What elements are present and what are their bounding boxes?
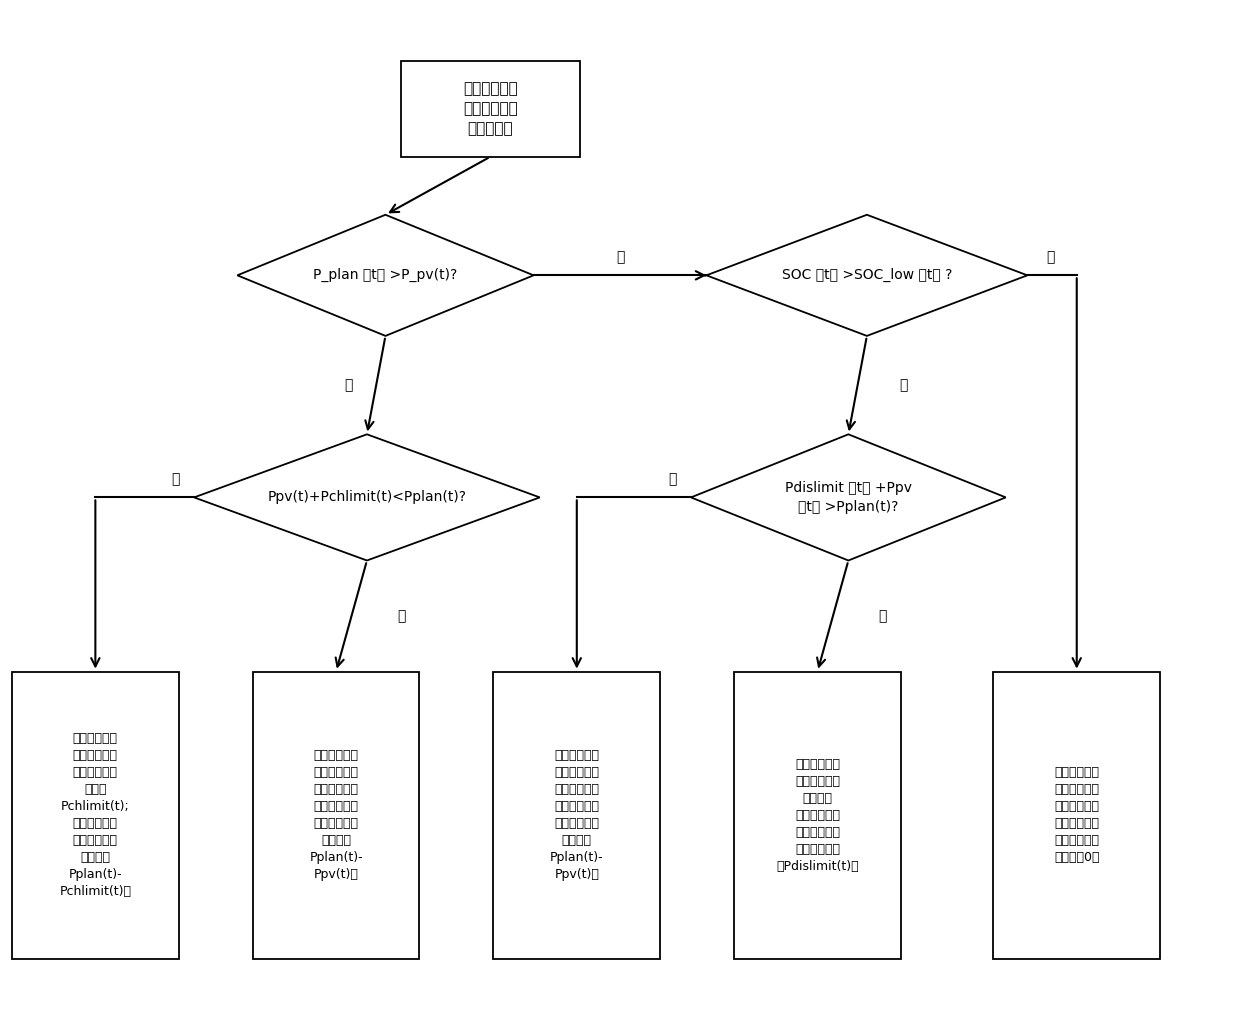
Polygon shape [237,215,533,336]
Bar [253,672,419,959]
Polygon shape [707,215,1028,336]
Text: Pdislimit （t） +Ppv
（t） >Pplan(t)?: Pdislimit （t） +Ppv （t） >Pplan(t)? [785,481,911,514]
Text: P_plan （t） >P_pv(t)?: P_plan （t） >P_pv(t)? [314,268,458,282]
Bar [494,672,660,959]
Text: 实行弃光，储
能电站监控系
统输出功率命
令值为
Pchlimit(t);
光伏电站监控
系统输出功率
命令值为
Pplan(t)-
Pchlimit(t)。: 实行弃光，储 能电站监控系 统输出功率命 令值为 Pchlimit(t); 光伏… [60,733,131,898]
Text: 光伏电站监控
系统输出功率
命令值不变；
储能电站监控
系统输出功率
命令值为0。: 光伏电站监控 系统输出功率 命令值不变； 储能电站监控 系统输出功率 命令值为0… [1054,766,1100,865]
Polygon shape [195,434,539,560]
Text: 光伏电站监控
系统输出功率
命令值不变；
储能电站监控
系统输出功率
命令值为
Pplan(t)-
Ppv(t)。: 光伏电站监控 系统输出功率 命令值不变； 储能电站监控 系统输出功率 命令值为 … [551,749,604,881]
Text: 光伏电站监控
系统输出功率
命令值不
变；；储能电
站监控系统输
出功率命令值
为Pdislimit(t)。: 光伏电站监控 系统输出功率 命令值不 变；；储能电 站监控系统输 出功率命令值 … [776,758,859,873]
Text: 是: 是 [397,609,405,623]
Text: Ppv(t)+Pchlimit(t)<Pplan(t)?: Ppv(t)+Pchlimit(t)<Pplan(t)? [268,490,466,504]
Bar [401,61,580,156]
Text: 否: 否 [1045,250,1054,264]
Text: 否: 否 [171,472,180,486]
Text: 是: 是 [668,472,676,486]
Bar [734,672,900,959]
Bar [993,672,1161,959]
Text: SOC （t） >SOC_low （t） ?: SOC （t） >SOC_low （t） ? [781,268,952,282]
Text: 光伏电站监控
系统输出功率
命令值不变；
储能电站监控
系统输出功率
命令值为
Pplan(t)-
Ppv(t)。: 光伏电站监控 系统输出功率 命令值不变； 储能电站监控 系统输出功率 命令值为 … [309,749,363,881]
Text: 接收预处理后
的光伏电站计
划输出功率: 接收预处理后 的光伏电站计 划输出功率 [463,81,518,136]
Text: 是: 是 [616,250,624,264]
Text: 否: 否 [879,609,887,623]
Text: 否: 否 [345,379,352,392]
Polygon shape [691,434,1006,560]
Bar [12,672,179,959]
Text: 是: 是 [900,379,908,392]
